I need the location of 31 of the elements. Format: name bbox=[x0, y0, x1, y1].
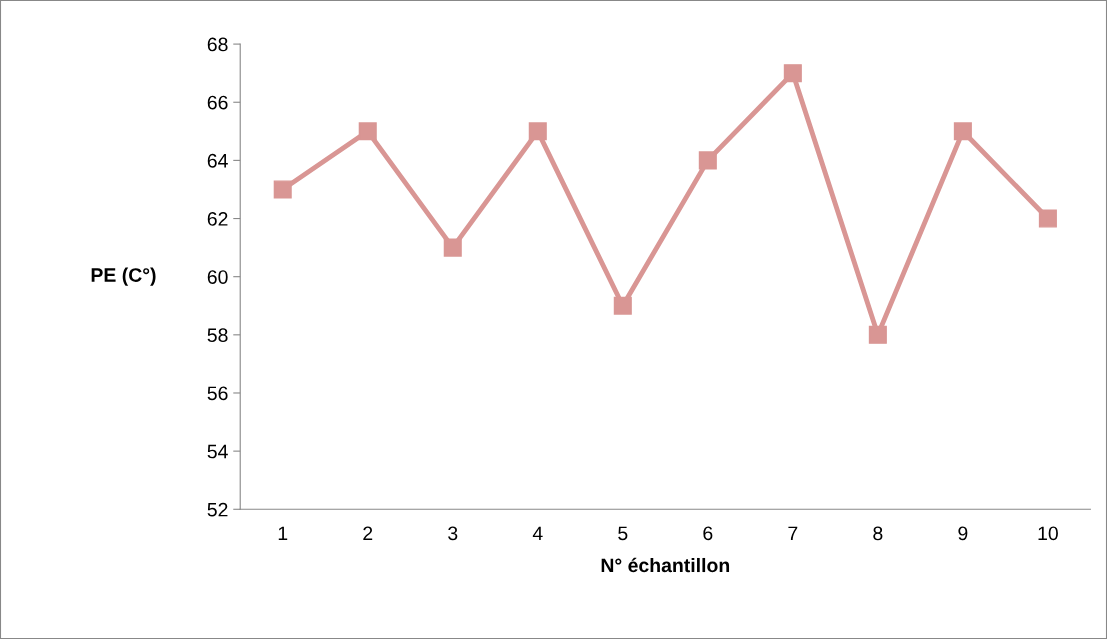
y-tick-label: 62 bbox=[207, 212, 228, 226]
x-tick-label: 5 bbox=[618, 526, 628, 541]
y-tick-label: 56 bbox=[207, 386, 228, 401]
point bbox=[698, 151, 717, 170]
point bbox=[868, 325, 887, 344]
y-tick-label: 64 bbox=[207, 153, 228, 168]
y-tick-label: 54 bbox=[207, 444, 228, 459]
point bbox=[273, 180, 292, 199]
y-axis-title: PE (C°) bbox=[91, 267, 156, 286]
x-tick-label: 7 bbox=[788, 526, 798, 541]
x-tick-label: 9 bbox=[958, 526, 968, 541]
y-tick-label: 52 bbox=[207, 502, 228, 517]
point bbox=[443, 238, 462, 257]
y-tick-label: 68 bbox=[207, 37, 228, 52]
x-tick-label: 10 bbox=[1038, 526, 1058, 541]
y-tick-label: 60 bbox=[207, 270, 228, 284]
point bbox=[783, 64, 802, 83]
x-tick-label: 2 bbox=[363, 526, 373, 541]
x-axis-title: N° échantillon bbox=[601, 557, 730, 573]
y-tick-label: 66 bbox=[207, 95, 228, 110]
point bbox=[1038, 209, 1057, 228]
x-tick-label: 3 bbox=[448, 526, 458, 541]
x-tick-label: 4 bbox=[532, 526, 543, 541]
point bbox=[528, 122, 547, 141]
x-tick-label: 1 bbox=[278, 526, 288, 541]
x-tick-label: 8 bbox=[873, 526, 883, 541]
point bbox=[613, 296, 632, 315]
x-tick-label: 6 bbox=[703, 526, 713, 541]
y-tick-label: 58 bbox=[207, 328, 228, 343]
point bbox=[358, 122, 377, 141]
point bbox=[953, 122, 972, 141]
